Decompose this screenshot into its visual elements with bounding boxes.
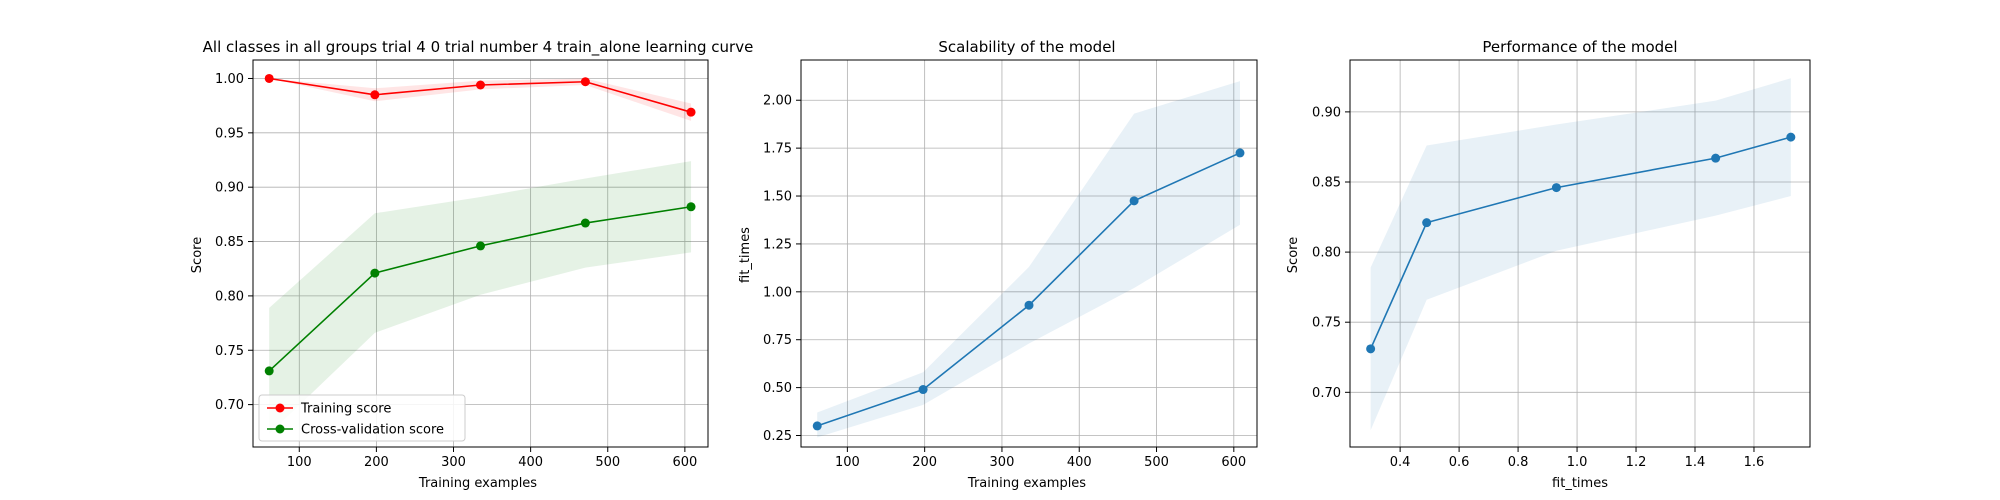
x-tick-label: 500 [595, 455, 620, 470]
x-tick-label: 300 [441, 455, 466, 470]
y-tick-label: 0.80 [215, 289, 244, 304]
series-band [1370, 78, 1791, 431]
legend-label: Training score [300, 402, 391, 417]
x-axis-label: Training examples [418, 476, 537, 491]
x-tick-label: 0.8 [1508, 455, 1529, 470]
data-point [580, 77, 590, 87]
data-point [476, 241, 485, 251]
data-point [1551, 183, 1561, 193]
legend-swatch-marker [275, 424, 285, 434]
data-point [686, 202, 696, 212]
legend: Training score Cross-validation score [258, 394, 466, 442]
y-tick-label: 2.00 [763, 94, 792, 109]
y-tick-label: 0.50 [763, 381, 792, 396]
y-tick-label: 1.00 [215, 72, 244, 87]
x-tick-label: 400 [1067, 455, 1092, 470]
data-point [264, 73, 274, 83]
data-point [1366, 344, 1376, 354]
y-tick-label: 0.75 [215, 344, 244, 359]
y-tick-label: 0.95 [215, 126, 244, 141]
axes-frame [800, 59, 1258, 448]
y-tick-label: 0.70 [1312, 386, 1341, 401]
data-point [580, 218, 590, 228]
data-point [370, 268, 380, 278]
legend-label: Cross-validation score [301, 423, 444, 438]
y-tick-label: 0.90 [215, 181, 244, 196]
x-tick-label: 1.6 [1744, 455, 1765, 470]
x-axis-label: Training examples [967, 476, 1086, 491]
x-tick-label: 400 [518, 455, 543, 470]
y-tick-label: 0.80 [1312, 246, 1341, 261]
data-point [1786, 132, 1796, 142]
legend-box [258, 394, 466, 442]
y-tick-label: 1.25 [763, 237, 792, 252]
x-tick-label: 100 [287, 455, 312, 470]
y-tick-label: 0.25 [763, 429, 792, 444]
x-tick-label: 600 [1221, 455, 1246, 470]
y-tick-label: 0.85 [215, 235, 244, 250]
y-tick-label: 1.75 [763, 142, 792, 157]
series-band [817, 81, 1240, 438]
learning-curve-chart: All classes in all groups trial 4 0 tria… [190, 38, 753, 491]
series-band [269, 78, 692, 121]
y-tick-label: 0.90 [1312, 105, 1341, 120]
data-point [1129, 196, 1139, 206]
x-tick-label: 0.6 [1449, 455, 1470, 470]
y-tick-label: 0.75 [763, 333, 792, 348]
y-tick-label: 0.75 [1312, 316, 1341, 331]
data-point [686, 107, 696, 117]
chart-title: Performance of the model [1482, 38, 1677, 56]
data-point [812, 421, 822, 431]
x-tick-label: 1.0 [1567, 455, 1588, 470]
y-tick-label: 1.00 [763, 285, 792, 300]
x-tick-label: 200 [912, 455, 937, 470]
y-tick-label: 0.85 [1312, 175, 1341, 190]
x-tick-label: 200 [364, 455, 389, 470]
x-tick-label: 300 [990, 455, 1015, 470]
data-point [1711, 153, 1721, 163]
y-tick-label: 0.70 [215, 398, 244, 413]
x-tick-label: 100 [835, 455, 860, 470]
data-point [370, 90, 380, 100]
chart-title: All classes in all groups trial 4 0 tria… [203, 38, 754, 57]
y-axis-label: Score [1286, 237, 1301, 273]
data-point [1422, 218, 1432, 228]
chart-title: Scalability of the model [938, 38, 1115, 56]
x-tick-label: 600 [672, 455, 697, 470]
data-point [1235, 148, 1245, 158]
legend-swatch-marker [275, 403, 285, 413]
x-tick-label: 1.2 [1626, 455, 1647, 470]
data-point [476, 80, 485, 90]
y-axis-label: Score [190, 237, 205, 273]
scalability-chart: Scalability of the model Training exampl… [738, 38, 1258, 491]
axes-frame [1349, 59, 1811, 448]
y-tick-label: 1.50 [763, 190, 792, 205]
x-axis-label: fit_times [1552, 476, 1608, 491]
axes-frame [252, 59, 709, 448]
performance-chart: Performance of the model fit_times Score… [1286, 38, 1811, 491]
y-axis-label: fit_times [738, 227, 753, 283]
series-band [269, 161, 692, 434]
data-point [918, 385, 928, 395]
x-tick-label: 0.4 [1390, 455, 1411, 470]
data-point [264, 366, 274, 376]
x-tick-label: 1.4 [1685, 455, 1706, 470]
x-tick-label: 500 [1144, 455, 1169, 470]
data-point [1024, 300, 1034, 310]
